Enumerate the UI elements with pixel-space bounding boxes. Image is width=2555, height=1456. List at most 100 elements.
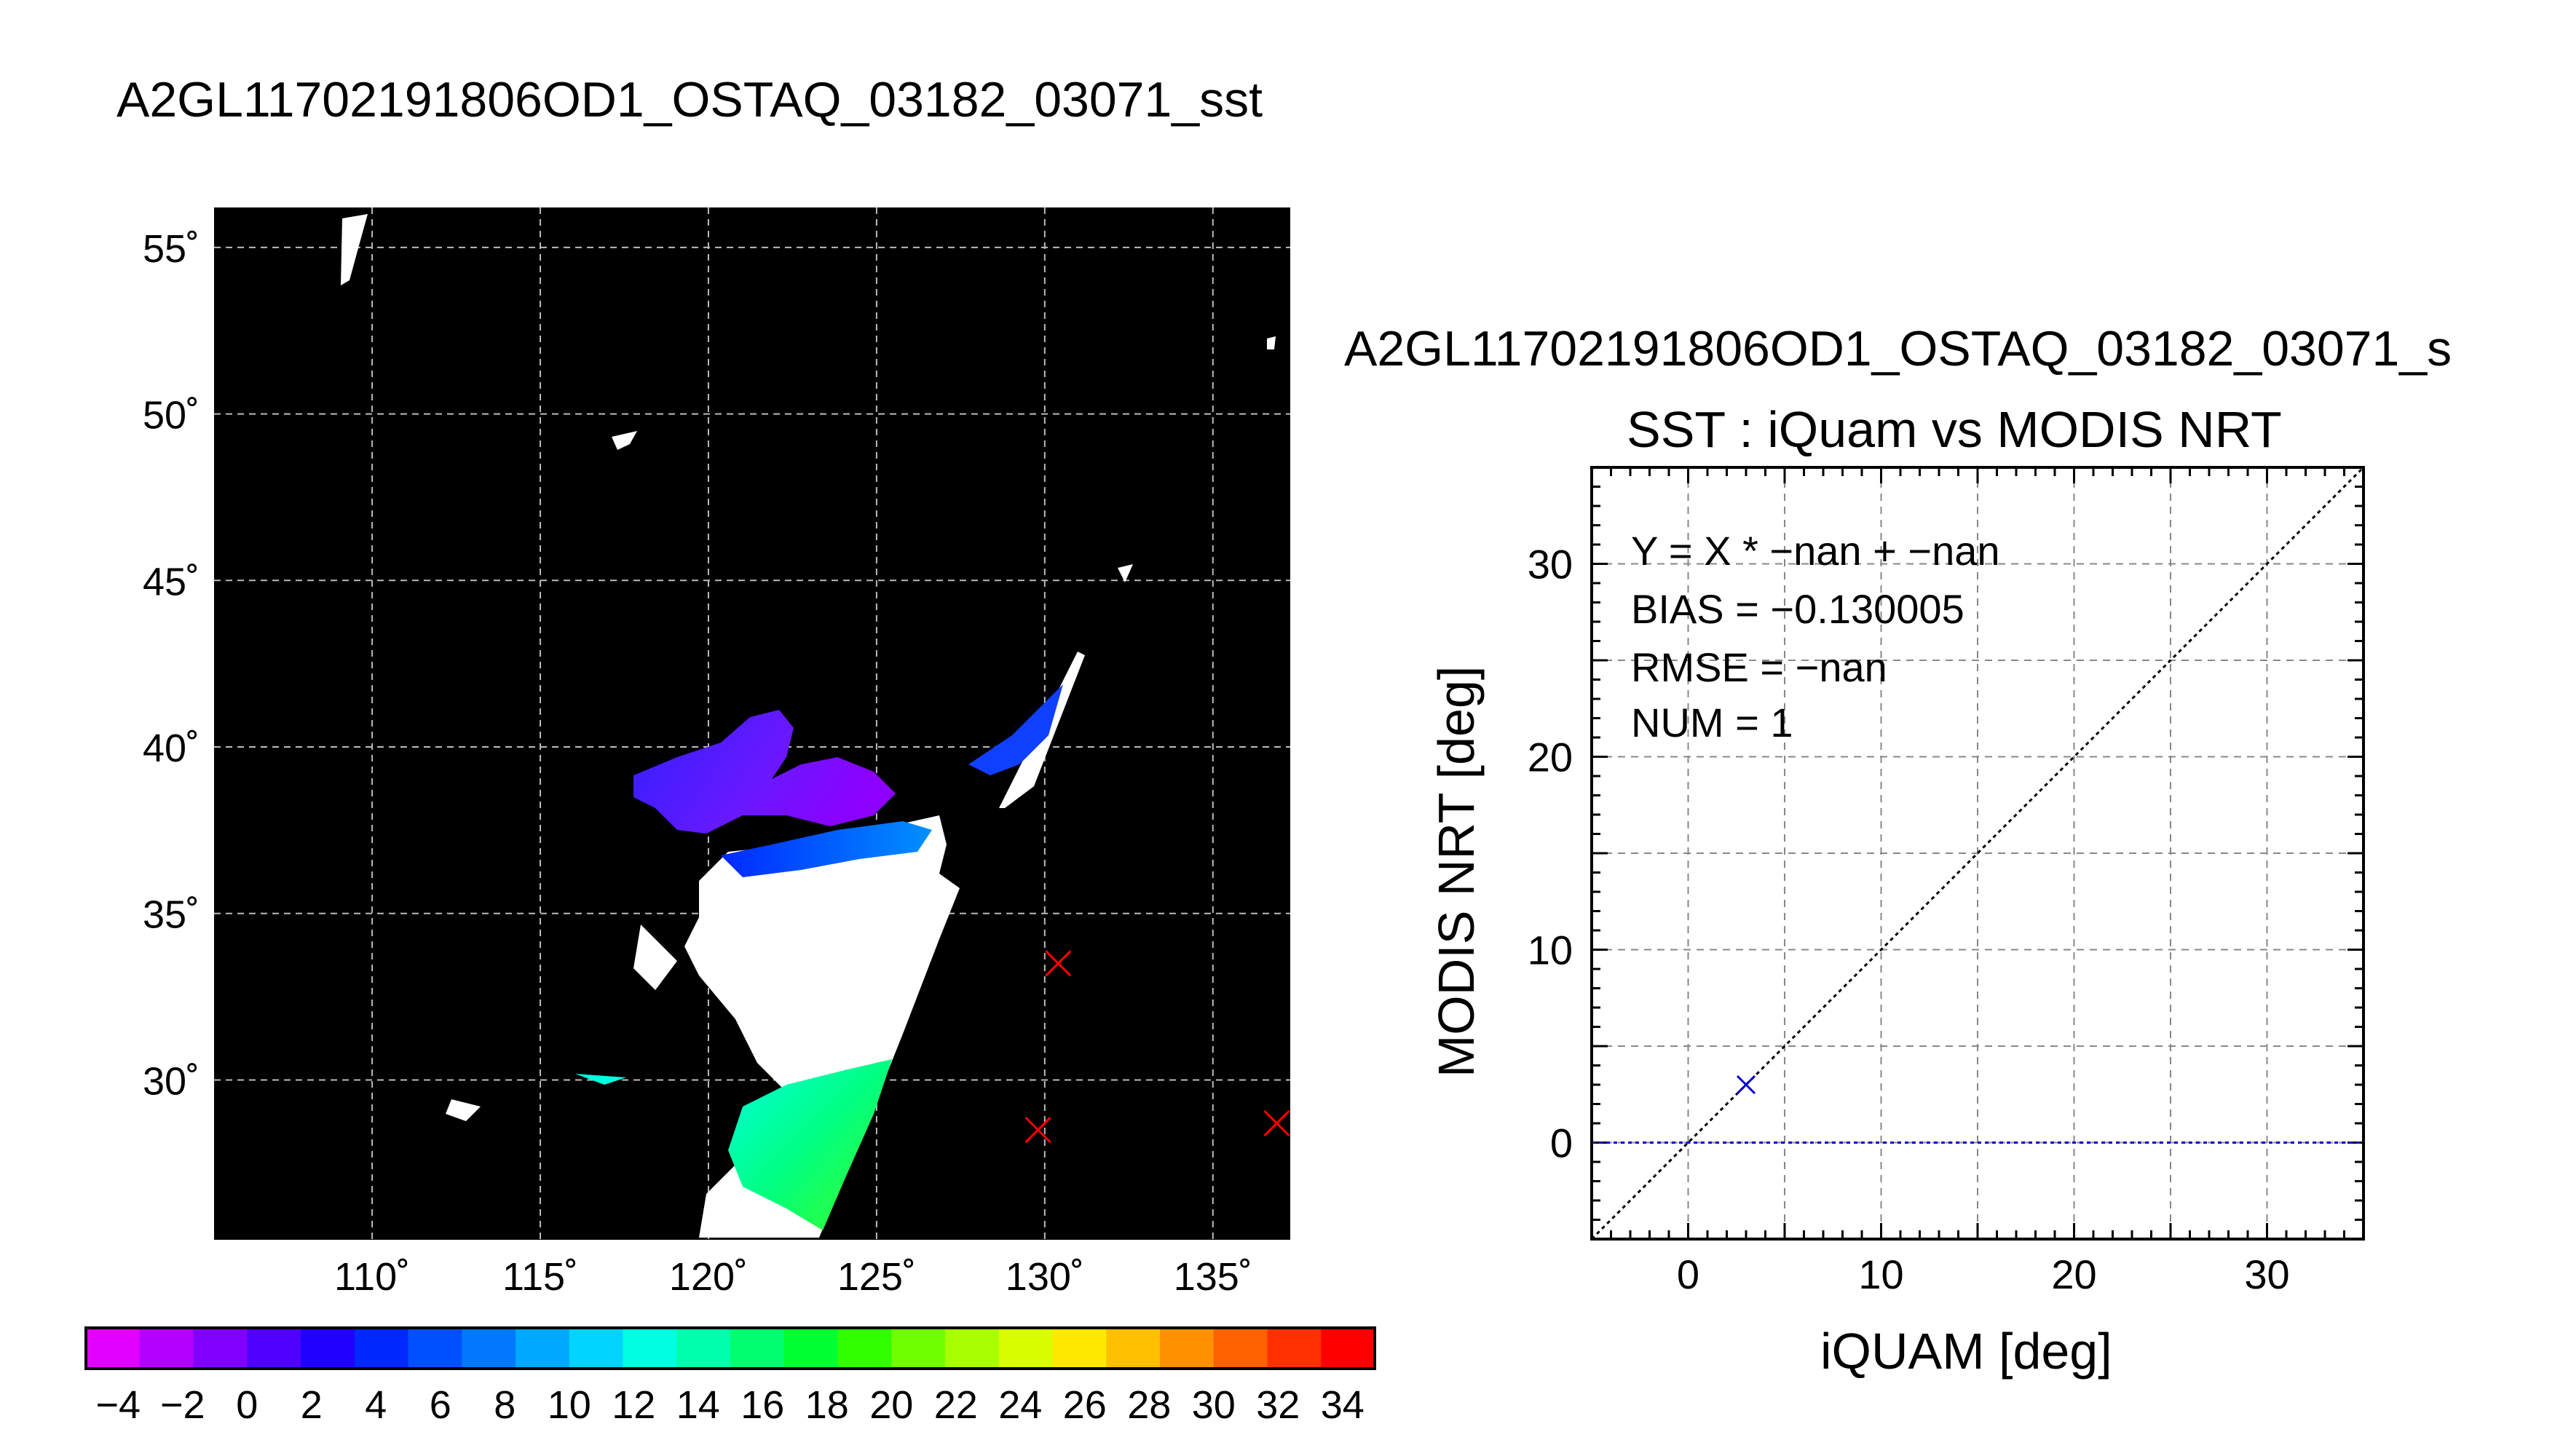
colorbar-tick-label: 18 — [805, 1383, 849, 1427]
colorbar-tick-label: 20 — [869, 1383, 913, 1427]
scatter-x-tick-label: 0 — [1677, 1251, 1699, 1297]
colorbar-cell — [1267, 1328, 1322, 1369]
colorbar-tick-labels: −4 −2 0 2 4 6 8 10 12 14 16 18 20 22 24 26 28 30 32 34 — [95, 1383, 1364, 1427]
map-y-tick-label: 50˚ — [143, 394, 200, 438]
map-y-tick-label: 35˚ — [143, 893, 200, 937]
map-x-tick-label: 135˚ — [1174, 1255, 1252, 1299]
scatter-x-tick-label: 10 — [1858, 1251, 1903, 1297]
colorbar-cell — [1213, 1328, 1268, 1369]
colorbar-tick-label: −4 — [95, 1383, 141, 1427]
map-y-tick-label: 30˚ — [143, 1059, 200, 1103]
colorbar-frame — [84, 1326, 1376, 1370]
colorbar-cell — [676, 1328, 731, 1369]
colorbar-tick-label: 32 — [1256, 1383, 1300, 1427]
colorbar-tick-label: 22 — [934, 1383, 978, 1427]
page-title: A2GL11702191806OD1_OSTAQ_03182_03071_sst — [117, 72, 1263, 127]
colorbar-tick-label: 28 — [1127, 1383, 1171, 1427]
colorbar-tick-label: 4 — [365, 1383, 387, 1427]
scatter-reference-lines — [1590, 466, 2365, 1241]
y-axis-title: MODIS NRT [deg] — [1428, 665, 1485, 1077]
scatter-y-tick-label: 20 — [1528, 735, 1573, 780]
colorbar-cell — [1052, 1328, 1107, 1369]
scatter-x-tick-label: 20 — [2051, 1251, 2096, 1297]
scatter-point — [1736, 1075, 1756, 1095]
colorbar-cell — [1106, 1328, 1161, 1369]
colorbar-cell — [408, 1328, 462, 1369]
swath-yellowsea-color — [721, 821, 932, 877]
swath-south-color — [728, 1059, 892, 1230]
colorbar-cell — [730, 1328, 785, 1369]
scatter-grid — [1590, 466, 2365, 1241]
scatter-y-tick-label: 30 — [1528, 542, 1573, 587]
scatter-y-tick-label: 0 — [1550, 1120, 1573, 1166]
colorbar-cell — [139, 1328, 194, 1369]
colorbar-tick-label: 2 — [301, 1383, 323, 1427]
ice-patch — [1267, 336, 1276, 349]
swath-bohai-color — [633, 710, 896, 834]
colorbar-tick-label: 8 — [494, 1383, 516, 1427]
scatter-title: SST : iQuam vs MODIS NRT — [1627, 401, 2282, 458]
stat-rmse: RMSE = −nan — [1631, 644, 1887, 690]
cloud-fleck — [575, 1074, 626, 1085]
map-y-tick-label: 40˚ — [143, 727, 200, 770]
colorbar-cell — [516, 1328, 570, 1369]
colorbar-tick-label: 24 — [998, 1383, 1042, 1427]
colorbar-cell — [301, 1328, 355, 1369]
colorbar-cell — [837, 1328, 892, 1369]
ice-patch — [1118, 564, 1133, 582]
map-x-tick-label: 125˚ — [837, 1255, 916, 1299]
colorbar-tick-label: 26 — [1063, 1383, 1107, 1427]
colorbar-tick-label: 6 — [430, 1383, 451, 1427]
buoy-marker — [1263, 1109, 1290, 1136]
colorbar-cell — [998, 1328, 1053, 1369]
colorbar-tick-label: 16 — [741, 1383, 784, 1427]
scatter-header: A2GL11702191806OD1_OSTAQ_03182_03071_s — [1344, 321, 2452, 376]
stat-regression: Y = X * −nan + −nan — [1631, 528, 2000, 574]
scatter-frame — [1590, 466, 2365, 1241]
colorbar-tick-label: 30 — [1192, 1383, 1236, 1427]
swath-east-strip-color — [968, 684, 1063, 775]
x-axis-title: iQUAM [deg] — [1820, 1323, 2112, 1380]
colorbar-cell — [783, 1328, 838, 1369]
sst-swath — [341, 214, 1276, 1238]
colorbar-tick-label: 0 — [236, 1383, 258, 1427]
scatter-tick-labels: 0 10 20 30 0 10 20 30 — [1528, 542, 2290, 1298]
ice-patch — [341, 214, 368, 285]
stat-num: NUM = 1 — [1631, 700, 1793, 745]
map-y-tick-label: 55˚ — [143, 227, 200, 271]
colorbar-cell — [1160, 1328, 1215, 1369]
colorbar-cell — [354, 1328, 408, 1369]
map-y-tick-label: 45˚ — [143, 560, 200, 604]
map-x-tick-label: 115˚ — [502, 1255, 578, 1299]
colorbar-cells — [86, 1328, 1375, 1369]
colorbar-tick-label: 12 — [612, 1383, 655, 1427]
colorbar-cell — [569, 1328, 623, 1369]
colorbar-cell — [247, 1328, 301, 1369]
colorbar-cell — [1321, 1328, 1375, 1369]
stat-bias: BIAS = −0.130005 — [1631, 586, 1964, 632]
colorbar-cell — [945, 1328, 1000, 1369]
colorbar-cell — [891, 1328, 946, 1369]
buoy-marker — [1024, 1116, 1051, 1144]
map-tick-labels: 110˚ 115˚ 120˚ 125˚ 130˚ 135˚ 30˚ 35˚ 40˚ 45˚ 50˚ 5… — [143, 227, 1252, 1299]
colorbar-tick-label: 34 — [1321, 1383, 1365, 1427]
map-x-tick-label: 130˚ — [1006, 1255, 1084, 1299]
colorbar-cell — [86, 1328, 141, 1369]
colorbar-tick-label: 10 — [548, 1383, 591, 1427]
colorbar-tick-label: 14 — [676, 1383, 720, 1427]
colorbar-tick-label: −2 — [160, 1383, 205, 1427]
map-x-tick-label: 120˚ — [669, 1255, 748, 1299]
cloud-fleck — [446, 1099, 481, 1121]
colorbar-cell — [462, 1328, 516, 1369]
scatter-points — [1736, 1075, 1756, 1095]
scatter-x-tick-label: 30 — [2244, 1251, 2289, 1297]
colorbar-cell — [193, 1328, 248, 1369]
ice-patch — [612, 431, 637, 450]
buoy-marker — [1045, 950, 1072, 977]
scatter-y-tick-label: 10 — [1528, 927, 1573, 973]
colorbar-cell — [623, 1328, 677, 1369]
cloud-fleck — [633, 925, 677, 990]
